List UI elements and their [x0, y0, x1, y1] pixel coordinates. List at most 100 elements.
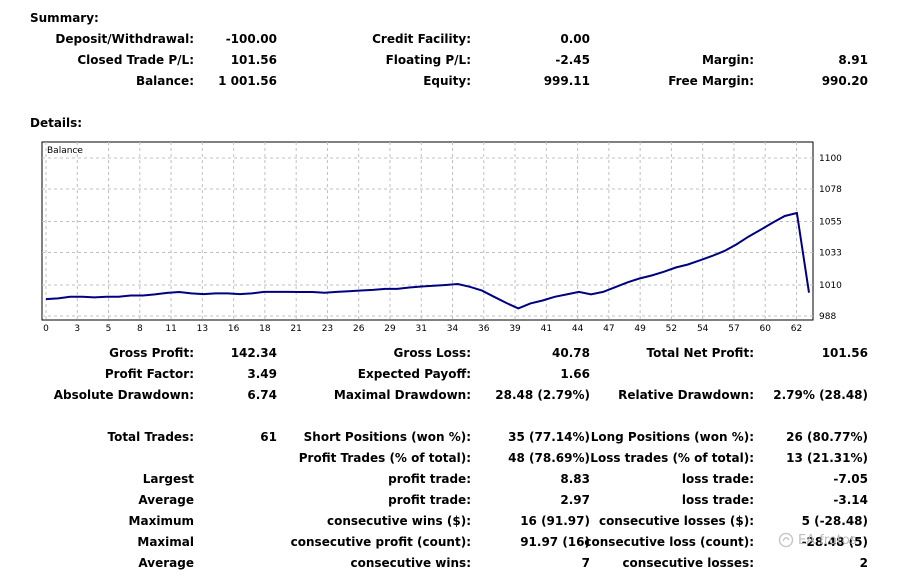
x-axis-ticks: 0 3 5 8 11 13 16 18 21 23 26 29 31 34 36 39 41 44 47 49 52 54…: [43, 324, 802, 333]
maximum-label: Maximum: [128, 514, 194, 528]
loss-trades-value: 13 (21.31%): [786, 451, 868, 465]
rel-drawdown-value: 2.79% (28.48): [773, 388, 868, 402]
y-tick-label: 1100: [819, 154, 842, 164]
details-title: Details:: [30, 116, 83, 130]
margin-label: Margin:: [701, 53, 754, 67]
x-tick-label: 34: [447, 324, 459, 333]
free-margin-label: Free Margin:: [668, 74, 754, 88]
x-tick-label: 47: [603, 324, 614, 333]
total-trades-label: Total Trades:: [107, 430, 194, 444]
average-label: Average: [138, 493, 194, 507]
free-margin-value: 990.20: [821, 74, 868, 88]
profit-trades-value: 48 (78.69%): [508, 451, 590, 465]
profit-factor-value: 3.49: [247, 367, 277, 381]
x-tick-label: 0: [43, 324, 49, 333]
x-tick-label: 39: [509, 324, 521, 333]
maximal-cons-profit-value: 91.97 (16): [520, 535, 590, 549]
x-tick-label: 18: [259, 324, 271, 333]
equity-label: Equity:: [423, 74, 471, 88]
gross-loss-label: Gross Loss:: [393, 346, 471, 360]
summary-title: Summary:: [30, 11, 99, 25]
balance-value: 1 001.56: [218, 74, 277, 88]
balance-chart: 988 1010 1033 1055 1078 1100 0 3 5 8 11 13 16 18 21 23…: [41, 141, 842, 333]
credit-value: 0.00: [560, 32, 590, 46]
closed-pl-label: Closed Trade P/L:: [77, 53, 194, 67]
expected-payoff-label: Expected Payoff:: [357, 367, 471, 381]
x-tick-label: 11: [165, 324, 176, 333]
total-net-value: 101.56: [821, 346, 868, 360]
expected-payoff-value: 1.66: [560, 367, 590, 381]
gross-profit-label: Gross Profit:: [109, 346, 194, 360]
avg-cons-losses-label: consecutive losses:: [622, 556, 754, 570]
long-positions-label: Long Positions (won %):: [590, 430, 754, 444]
average-loss-value: -3.14: [833, 493, 868, 507]
watermark-logo-icon: [778, 532, 794, 548]
max-cons-wins-label: consecutive wins ($):: [326, 514, 471, 528]
profit-factor-label: Profit Factor:: [104, 367, 194, 381]
x-tick-label: 16: [228, 324, 240, 333]
long-positions-value: 26 (80.77%): [786, 430, 868, 444]
x-tick-label: 36: [478, 324, 490, 333]
x-tick-label: 60: [759, 324, 771, 333]
x-tick-label: 8: [137, 324, 143, 333]
short-positions-label: Short Positions (won %):: [303, 430, 471, 444]
credit-label: Credit Facility:: [372, 32, 471, 46]
largest-profit-label: profit trade:: [388, 472, 471, 486]
maximal-cons-loss-label: consecutive loss (count):: [584, 535, 754, 549]
max-cons-losses-label: consecutive losses ($):: [598, 514, 754, 528]
x-tick-label: 44: [572, 324, 584, 333]
x-tick-label: 52: [666, 324, 677, 333]
balance-series-line: [45, 211, 810, 310]
max-drawdown-label: Maximal Drawdown:: [333, 388, 471, 402]
max-cons-losses-value: 5 (-28.48): [801, 514, 868, 528]
grid-lines: [42, 142, 813, 320]
max-cons-wins-value: 16 (91.97): [520, 514, 590, 528]
x-tick-label: 54: [697, 324, 709, 333]
x-tick-label: 41: [541, 324, 552, 333]
largest-loss-value: -7.05: [833, 472, 868, 486]
average-consecutive-label: Average: [138, 556, 194, 570]
total-net-label: Total Net Profit:: [646, 346, 754, 360]
y-tick-label: 1033: [819, 249, 842, 259]
average-loss-label: loss trade:: [681, 493, 754, 507]
x-tick-label: 57: [728, 324, 739, 333]
x-tick-label: 21: [290, 324, 301, 333]
y-tick-label: 1010: [819, 281, 842, 291]
avg-cons-wins-value: 7: [581, 556, 590, 570]
gross-loss-value: 40.78: [552, 346, 590, 360]
profit-trades-label: Profit Trades (% of total):: [298, 451, 471, 465]
closed-pl-value: 101.56: [230, 53, 277, 67]
balance-label: Balance:: [135, 74, 194, 88]
avg-cons-losses-value: 2: [859, 556, 868, 570]
average-profit-value: 2.97: [560, 493, 590, 507]
deposit-value: -100.00: [225, 32, 277, 46]
x-tick-label: 3: [74, 324, 80, 333]
x-tick-label: 5: [106, 324, 112, 333]
gross-profit-value: 142.34: [230, 346, 277, 360]
margin-value: 8.91: [838, 53, 868, 67]
y-axis-ticks: 988 1010 1033 1055 1078 1100: [819, 154, 842, 322]
largest-label: Largest: [142, 472, 194, 486]
total-trades-value: 61: [260, 430, 277, 444]
x-tick-label: 26: [353, 324, 365, 333]
maximal-cons-loss-value: -28.48 (5): [801, 535, 868, 549]
abs-drawdown-label: Absolute Drawdown:: [53, 388, 194, 402]
x-tick-label: 23: [322, 324, 333, 333]
max-drawdown-value: 28.48 (2.79%): [495, 388, 590, 402]
y-tick-label: 988: [819, 312, 836, 322]
maximal-cons-profit-label: consecutive profit (count):: [290, 535, 471, 549]
loss-trades-label: Loss trades (% of total):: [590, 451, 754, 465]
x-tick-label: 13: [197, 324, 208, 333]
avg-cons-wins-label: consecutive wins:: [350, 556, 471, 570]
x-tick-label: 29: [384, 324, 396, 333]
x-tick-label: 62: [791, 324, 802, 333]
short-positions-value: 35 (77.14%): [508, 430, 590, 444]
y-tick-label: 1055: [819, 217, 842, 227]
plot-area-frame: [41, 141, 814, 321]
abs-drawdown-value: 6.74: [247, 388, 277, 402]
watermark-text: EA frotos: [798, 533, 857, 548]
floating-value: -2.45: [555, 53, 590, 67]
average-profit-label: profit trade:: [388, 493, 471, 507]
x-tick-label: 31: [416, 324, 427, 333]
x-tick-label: 49: [634, 324, 646, 333]
